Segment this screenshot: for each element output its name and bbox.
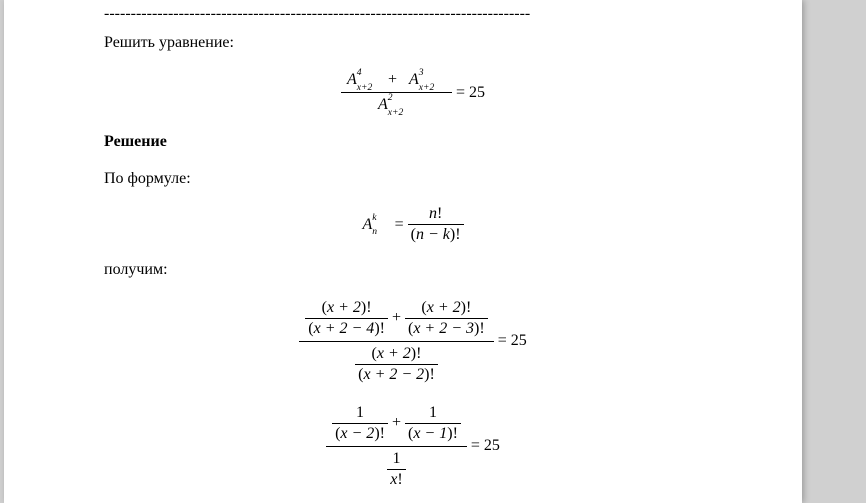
- A-sym: A 4 x+2: [347, 70, 357, 90]
- eq3-num-frac2: 1 (x − 1)!: [405, 403, 461, 444]
- prompt-text: Решить уравнение:: [104, 32, 722, 54]
- eq1-main-fraction: A 4 x+2 + A 3 x+2 A 2: [341, 68, 452, 117]
- solution-heading: Решение: [104, 131, 722, 153]
- eq2-den-frac: (x + 2)! (x + 2 − 2)!: [355, 344, 438, 385]
- equation-2: (x + 2)! (x + 2 − 4)! + (x + 2)! (x + 2 …: [104, 296, 722, 387]
- equals-sign: =: [456, 84, 465, 102]
- eq3-num-frac1: 1 (x − 2)!: [332, 403, 388, 444]
- page: ----------------------------------------…: [4, 0, 802, 503]
- A-sym: A 2 x+2: [378, 95, 388, 115]
- eq2-num-frac2: (x + 2)! (x + 2 − 3)!: [405, 298, 488, 339]
- we-get-text: получим:: [104, 259, 722, 281]
- A-sym: A 3 x+2: [409, 70, 419, 90]
- equation-formula: A k n = n! (n − k)!: [104, 204, 722, 245]
- value-25: 25: [484, 437, 500, 455]
- eq2-outer-fraction: (x + 2)! (x + 2 − 4)! + (x + 2)! (x + 2 …: [299, 296, 493, 387]
- equals-sign: =: [498, 332, 507, 350]
- value-25: 25: [511, 332, 527, 350]
- eq3-den-frac: 1 x!: [387, 449, 405, 490]
- by-formula-text: По формуле:: [104, 168, 722, 190]
- equals-sign: =: [395, 216, 404, 234]
- equation-3: 1 (x − 2)! + 1 (x − 1)! 1 x!: [104, 401, 722, 492]
- eq2-num-frac1: (x + 2)! (x + 2 − 4)!: [305, 298, 388, 339]
- eq3-outer-fraction: 1 (x − 2)! + 1 (x − 1)! 1 x!: [326, 401, 467, 492]
- plus-sign: +: [388, 71, 397, 88]
- equation-1: A 4 x+2 + A 3 x+2 A 2: [104, 68, 722, 117]
- separator-dashes: ----------------------------------------…: [104, 6, 722, 22]
- A-sym: A k n: [362, 216, 372, 234]
- plus-sign: +: [392, 413, 401, 433]
- plus-sign: +: [392, 308, 401, 328]
- value-25: 25: [469, 84, 485, 102]
- equals-sign: =: [471, 437, 480, 455]
- formula-fraction: n! (n − k)!: [408, 204, 464, 245]
